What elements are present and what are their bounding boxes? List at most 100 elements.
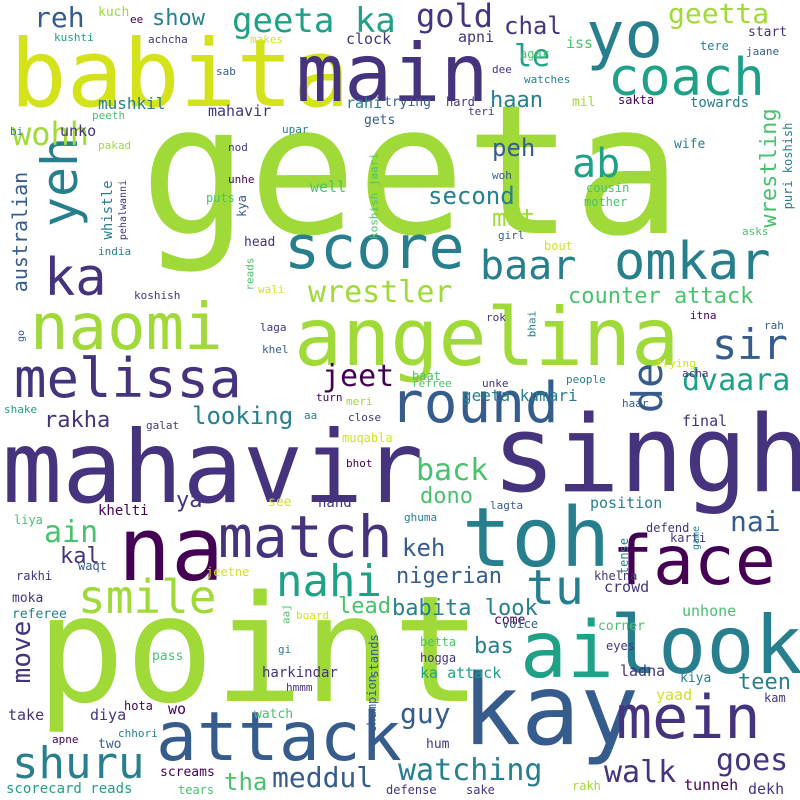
word-baar: baar [480,243,577,289]
word-bout: bout [544,239,573,253]
word-ain: ain [44,515,99,550]
word-agar: agar [520,47,549,61]
word-mahavir-small: mahavir [208,102,272,120]
word-diya: diya [90,706,127,724]
word-close: close [348,411,382,424]
word-clock: clock [346,30,392,48]
word-meddul: meddul [272,761,374,794]
word-achcha: achcha [148,33,188,46]
word-rahi: rahi [346,94,383,112]
word-smile: smile [78,570,217,624]
word-rakhi: rakhi [16,569,53,583]
word-liya: liya [14,513,43,527]
word-well: well [310,178,347,196]
word-kya: kya [235,195,249,217]
word-reh: reh [34,1,85,34]
word-khel: khel [262,343,289,356]
word-singh: singh [492,393,800,516]
word-unhone: unhone [682,602,737,620]
word-bhai: bhai [525,310,539,338]
word-watches: watches [524,73,571,86]
word-peh: peh [492,134,536,162]
word-nigerian: nigerian [396,564,502,589]
word-pakad: pakad [98,139,132,152]
word-come: come [494,613,526,628]
word-attack: attack [156,698,402,777]
word-ee: ee [130,13,144,26]
word-point: point [36,564,482,736]
word-teri: teri [468,105,495,118]
word-corner: corner [598,619,645,634]
word-board: board [296,609,330,622]
word-hard: hard [446,95,475,109]
word-upar: upar [282,123,309,136]
word-mother: mother [584,195,628,209]
word-main: main [296,27,489,120]
word-people: people [566,373,606,386]
word-final: final [682,412,728,430]
word-angelina: angelina [294,291,680,384]
word-match: match [218,503,393,571]
word-sakta: sakta [618,93,655,107]
word-tere: tere [700,39,729,53]
word-unke: unke [482,377,509,390]
word-nod: nod [228,141,248,154]
word-chhori: chhori [118,727,158,740]
word-geetta: geetta [668,0,770,30]
word-hota: hota [124,699,153,713]
word-jeetne: jeetne [206,565,250,579]
word-babita-look: babita look [392,596,538,621]
word-kiya: kiya [680,671,712,686]
word-screams: screams [160,765,215,780]
word-bi: bi [10,125,24,138]
word-geeta-kumari: geeta kumari [462,386,578,405]
word-wrestler: wrestler [308,275,453,310]
word-koshish: koshish [134,289,181,302]
word-kam: kam [764,691,786,705]
word-shake: shake [4,403,38,416]
word-kuch: kuch [98,5,130,20]
word-pehalwanni: pehalwanni [118,179,129,241]
word-girl: girl [498,229,525,242]
word-ya: ya [176,488,203,513]
word-looking: looking [192,402,294,430]
word-geeta-ka: geeta ka [232,1,396,41]
word-walk: walk [604,755,677,790]
word-face: face [612,522,776,601]
word-turn: turn [316,391,343,404]
word-start: start [748,25,788,40]
word-move: move [7,620,37,684]
word-rakh: rakh [572,779,601,793]
word-mushkil: mushkil [98,94,166,113]
word-puri-koshish: puri koshish [781,122,795,210]
word-gi: gi [278,643,292,656]
word-wife: wife [674,137,706,152]
word-guy: guy [400,697,451,730]
word-teen: teen [738,670,791,695]
word-khelti: khelti [98,503,149,519]
word-coach: coach [608,48,765,108]
word-unko: unko [60,122,97,140]
word-galat: galat [146,419,180,432]
word-tha: tha [224,768,268,796]
word-meri: meri [346,395,373,408]
word-dono: dono [420,484,473,509]
word-sir: sir [712,320,788,369]
word-makes: makes [250,33,284,46]
word-laga: laga [260,321,287,334]
word-two: two [98,737,122,752]
word-kal: kal [60,544,100,569]
word-betta: betta [420,635,457,649]
word-yaad: yaad [656,686,693,704]
word-tears: tears [178,783,215,797]
word-khelna: khelna [594,569,638,583]
word-rah: rah [764,319,784,332]
word-itna: itna [690,309,717,322]
word-koshish-jaari: koshish jaari [367,152,381,240]
word-jeet: jeet [322,359,395,394]
word-see: see [268,495,292,510]
word-apni: apni [458,28,495,46]
word-pass: pass [152,649,184,664]
word-mat: mat [492,204,536,232]
word-second: second [428,182,515,210]
